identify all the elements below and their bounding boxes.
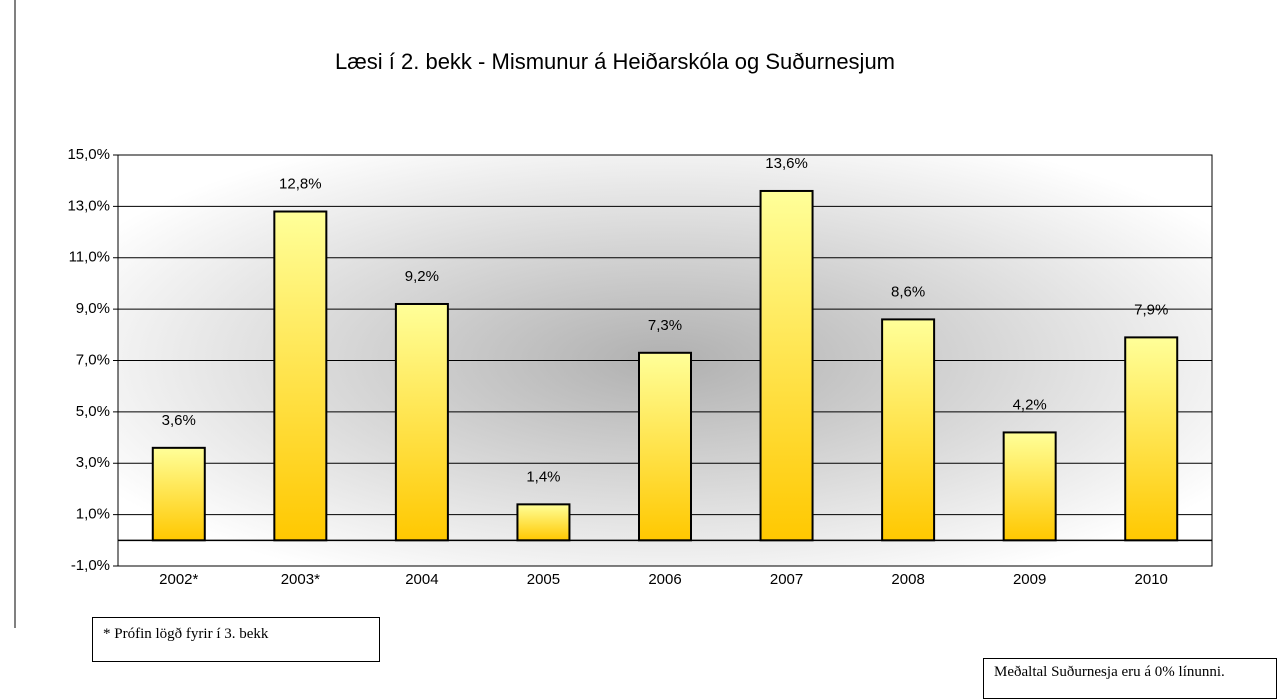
x-tick-label: 2010 [1135, 571, 1168, 588]
value-label: 1,4% [526, 468, 560, 485]
bar [394, 302, 449, 542]
x-tick-label: 2002* [159, 571, 198, 588]
value-label: 9,2% [405, 268, 439, 285]
y-tick-label: 15,0% [67, 146, 110, 163]
value-label: 12,8% [279, 175, 322, 192]
bar [638, 351, 692, 542]
bar [759, 189, 814, 542]
value-label: 7,3% [648, 317, 682, 334]
note: Meðaltal Suðurnesja eru á 0% línunni. [983, 658, 1277, 699]
bar [881, 318, 936, 542]
value-label: 4,2% [1013, 396, 1047, 413]
x-tick-label: 2008 [891, 571, 924, 588]
y-tick-label: 11,0% [69, 249, 110, 266]
plot-border [117, 154, 1213, 567]
chart-title: Læsi í 2. bekk - Mismunur á Heiðarskóla … [335, 49, 895, 74]
bar [151, 446, 206, 542]
value-label: 8,6% [891, 283, 925, 300]
value-label: 13,6% [765, 155, 808, 172]
value-label: 7,9% [1134, 301, 1168, 318]
x-tick-label: 2005 [527, 571, 560, 588]
bar [1002, 431, 1057, 542]
bar [1124, 336, 1179, 542]
y-tick-label: 7,0% [76, 351, 110, 368]
value-label: 3,6% [162, 412, 196, 429]
x-tick-label: 2003* [281, 571, 320, 588]
x-tick-label: 2004 [405, 571, 438, 588]
x-tick-label: 2006 [648, 571, 681, 588]
bar [516, 503, 571, 542]
x-tick-label: 2009 [1013, 571, 1046, 588]
y-tick-label: 9,0% [76, 300, 110, 317]
y-tick-label: 3,0% [76, 454, 110, 471]
bar [273, 210, 328, 542]
y-tick-label: -1,0% [71, 557, 110, 574]
x-tick-label: 2007 [770, 571, 803, 588]
y-tick-label: 1,0% [76, 506, 110, 523]
y-tick-label: 5,0% [76, 403, 110, 420]
y-tick-label: 13,0% [67, 197, 110, 214]
footnote: * Prófin lögð fyrir í 3. bekk [92, 617, 380, 662]
